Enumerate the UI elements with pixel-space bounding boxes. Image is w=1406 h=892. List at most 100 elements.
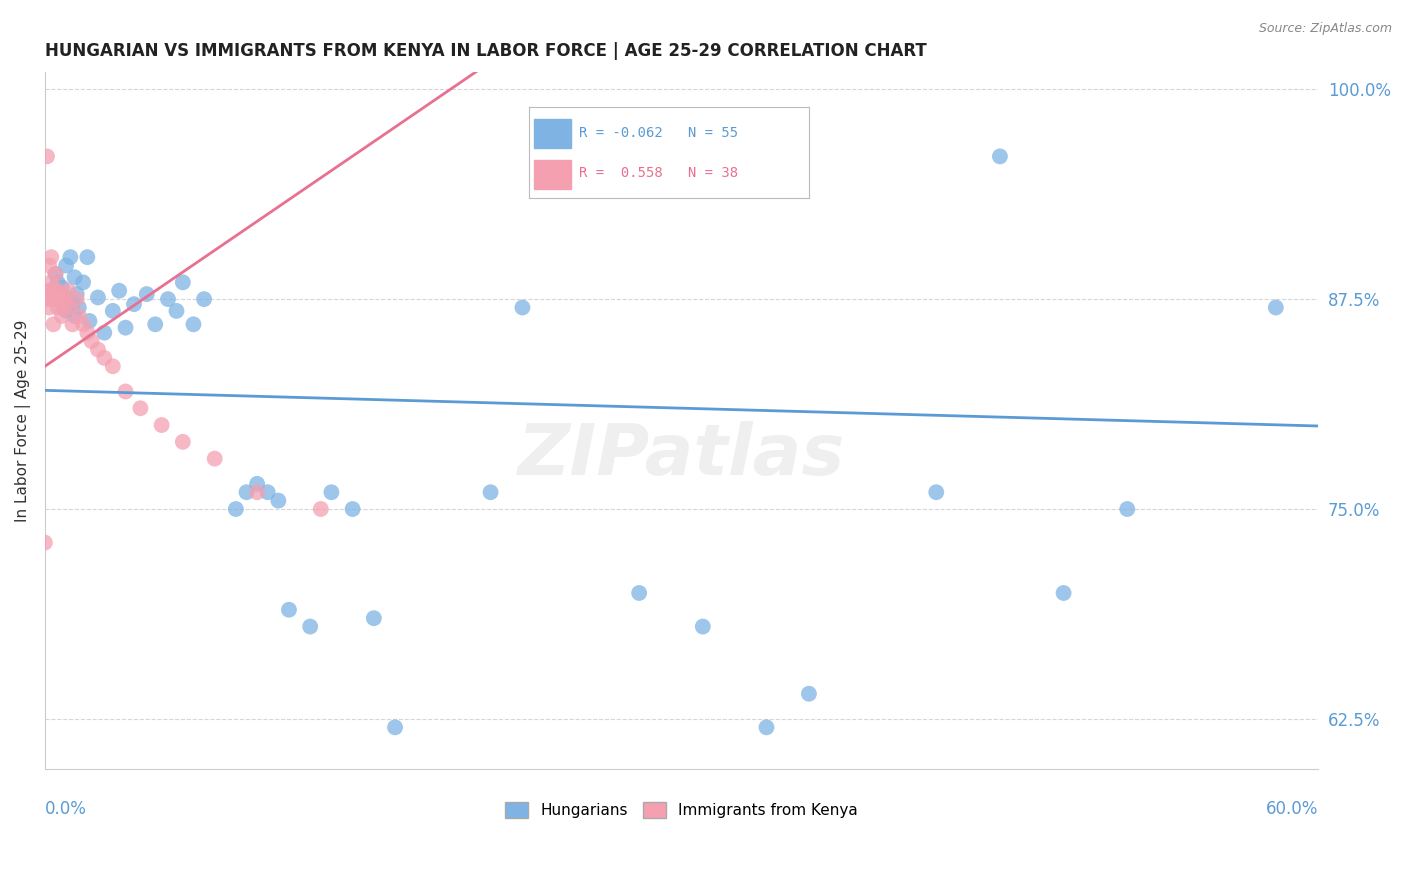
Point [925, 485, 948, 500]
Text: HUNGARIAN VS IMMIGRANTS FROM KENYA IN LABOR FORCE | AGE 25-29 CORRELATION CHART: HUNGARIAN VS IMMIGRANTS FROM KENYA IN LA… [45, 42, 927, 60]
Point [76, 326, 98, 340]
Point [246, 485, 269, 500]
Point [35, 292, 58, 306]
Point [59, 250, 82, 264]
Point [363, 611, 385, 625]
Point [87, 290, 110, 304]
Point [46, 276, 69, 290]
Point [63, 270, 86, 285]
Point [79, 314, 101, 328]
Point [72, 318, 94, 332]
Point [93, 351, 115, 365]
Point [101, 359, 124, 374]
Point [72, 276, 94, 290]
Point [299, 619, 322, 633]
Point [67, 309, 90, 323]
Point [321, 485, 343, 500]
Point [267, 493, 290, 508]
Point [246, 476, 269, 491]
Point [114, 384, 136, 399]
Point [156, 292, 179, 306]
Point [114, 320, 136, 334]
Point [62, 318, 84, 332]
Point [1264, 301, 1286, 315]
Point [34, 535, 56, 549]
Point [183, 318, 205, 332]
Text: ZIPatlas: ZIPatlas [517, 421, 845, 491]
Point [150, 418, 173, 433]
Point [135, 287, 157, 301]
Point [172, 276, 194, 290]
Point [1052, 586, 1074, 600]
Point [204, 451, 226, 466]
Point [797, 687, 820, 701]
Point [479, 485, 502, 500]
Point [166, 304, 188, 318]
Point [53, 301, 76, 315]
Text: 60.0%: 60.0% [1265, 800, 1319, 818]
Point [51, 309, 73, 323]
Point [122, 297, 145, 311]
Point [1116, 502, 1139, 516]
Point [108, 284, 131, 298]
Point [42, 318, 65, 332]
Point [39, 250, 62, 264]
Point [80, 334, 103, 348]
Point [38, 259, 60, 273]
Point [38, 301, 60, 315]
Point [129, 401, 152, 416]
Point [46, 301, 69, 315]
Point [309, 502, 332, 516]
Legend: Hungarians, Immigrants from Kenya: Hungarians, Immigrants from Kenya [499, 797, 865, 824]
Point [39, 276, 62, 290]
Point [35, 149, 58, 163]
Point [44, 267, 66, 281]
Point [93, 326, 115, 340]
Point [193, 292, 215, 306]
Point [172, 434, 194, 449]
Point [55, 292, 77, 306]
Point [235, 485, 257, 500]
Point [58, 292, 80, 306]
Point [512, 301, 534, 315]
Point [225, 502, 247, 516]
Point [51, 280, 73, 294]
Point [53, 301, 76, 315]
Point [342, 502, 364, 516]
Point [39, 284, 62, 298]
Point [48, 287, 70, 301]
Text: Source: ZipAtlas.com: Source: ZipAtlas.com [1258, 22, 1392, 36]
Point [62, 297, 84, 311]
Point [67, 301, 90, 315]
Point [1180, 788, 1202, 802]
Point [628, 586, 651, 600]
Point [101, 304, 124, 318]
Point [278, 603, 301, 617]
Y-axis label: In Labor Force | Age 25-29: In Labor Force | Age 25-29 [15, 319, 31, 522]
Point [66, 292, 89, 306]
Point [988, 149, 1011, 163]
Point [51, 287, 73, 301]
Point [76, 250, 98, 264]
Point [44, 267, 66, 281]
Point [692, 619, 714, 633]
Point [58, 284, 80, 298]
Text: 0.0%: 0.0% [45, 800, 87, 818]
Point [46, 292, 69, 306]
Point [143, 318, 166, 332]
Point [66, 287, 89, 301]
Point [38, 284, 60, 298]
Point [63, 309, 86, 323]
Point [39, 292, 62, 306]
Point [87, 343, 110, 357]
Point [384, 720, 406, 734]
Point [48, 292, 70, 306]
Point [55, 259, 77, 273]
Point [755, 720, 778, 734]
Point [55, 304, 77, 318]
Point [42, 284, 65, 298]
Point [59, 301, 82, 315]
Point [44, 292, 66, 306]
Point [256, 485, 278, 500]
Point [46, 284, 69, 298]
